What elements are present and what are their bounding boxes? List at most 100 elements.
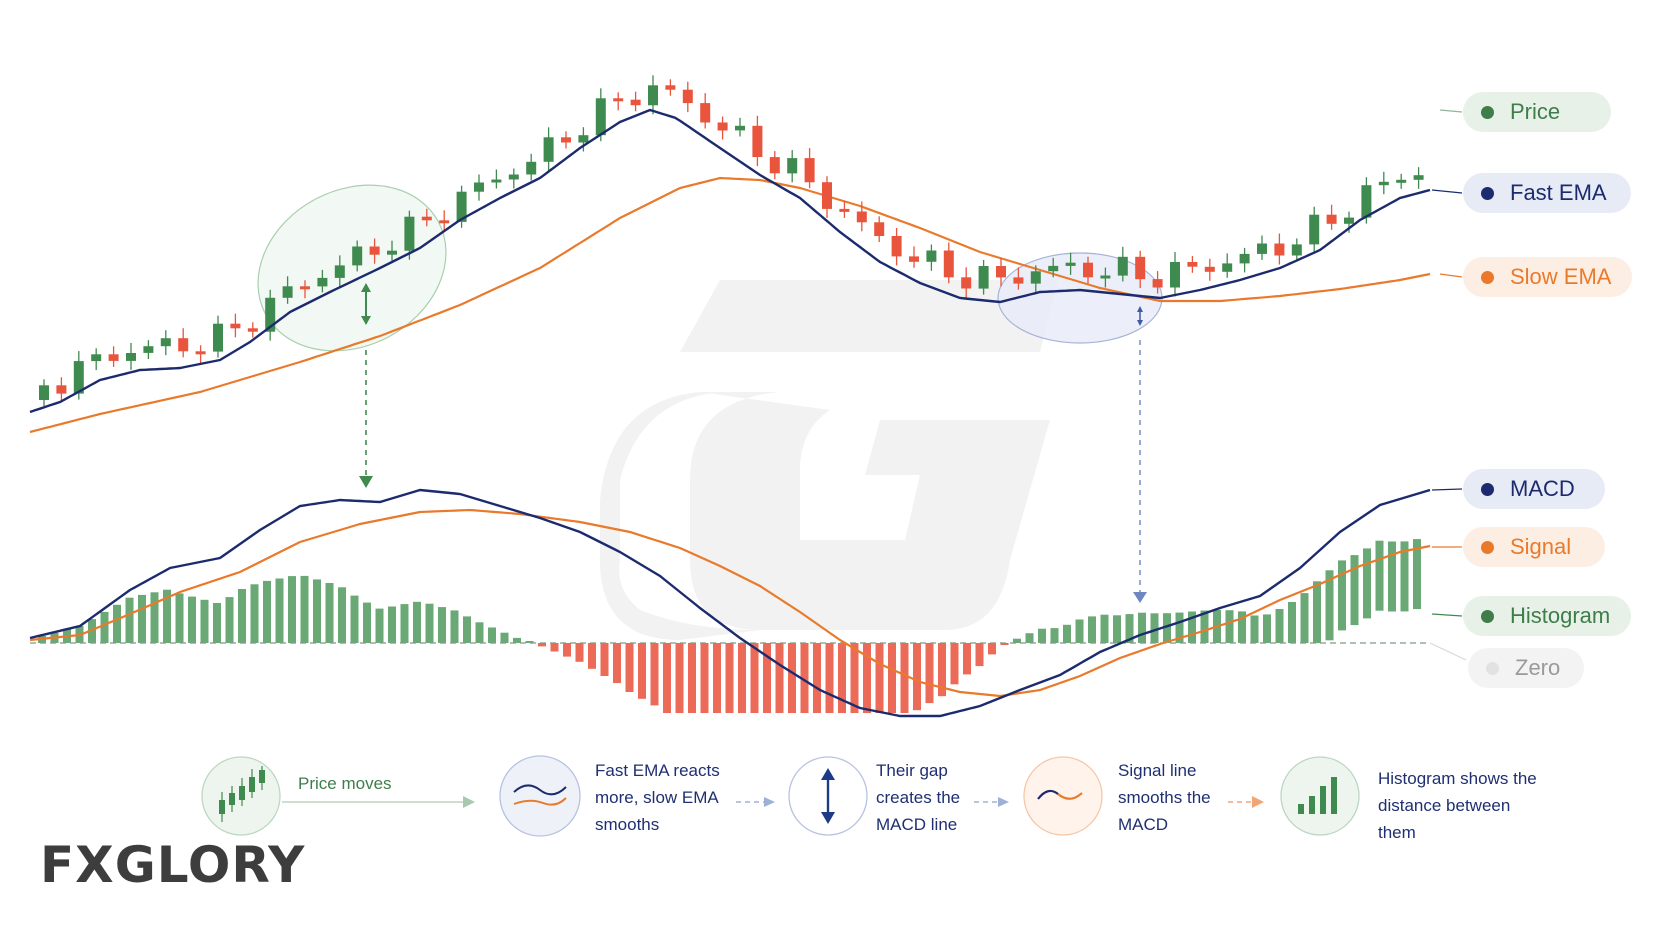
candle-body [387, 250, 397, 255]
histogram-bar [813, 643, 821, 713]
histogram-bar [313, 579, 321, 643]
candle-body [282, 286, 293, 298]
histogram-bar [1375, 540, 1384, 611]
step-4 [1023, 756, 1264, 836]
histogram-bar [375, 608, 384, 643]
histogram-bar [1063, 624, 1071, 643]
candle-body [717, 122, 728, 131]
macd-histogram [38, 539, 1421, 713]
candle-body [1361, 185, 1372, 218]
histogram-bar [275, 578, 284, 643]
histogram-bar [125, 597, 134, 643]
histogram-bar [1275, 609, 1284, 643]
histogram-bar [1100, 614, 1109, 643]
histogram-bar [913, 643, 921, 711]
candle-body [804, 158, 815, 183]
histogram-bar [450, 610, 459, 643]
candle-body [943, 250, 954, 278]
histogram-bar [1288, 602, 1296, 643]
candle-body [595, 98, 606, 136]
candle-body [439, 220, 450, 224]
candle-body [926, 250, 937, 262]
candle-body [1030, 271, 1041, 284]
histogram-bar [1038, 628, 1046, 643]
candle-body [1100, 275, 1111, 279]
histogram-bar [1250, 615, 1259, 643]
candle-body [1222, 263, 1233, 272]
histogram-bar [1350, 555, 1359, 626]
histogram-bar [800, 643, 809, 713]
candle-body [404, 216, 415, 251]
histogram-bar [1238, 611, 1246, 643]
wave-line-icon-circle [1023, 756, 1103, 836]
histogram-bar [1150, 613, 1159, 643]
histogram-bar [713, 643, 721, 713]
histogram-dot-icon [1481, 609, 1494, 623]
price-candlesticks [39, 75, 1424, 406]
candle-body [352, 246, 363, 266]
candle-body [874, 222, 885, 236]
histogram-bar [788, 643, 796, 713]
histogram-bar [613, 643, 621, 684]
histogram-bar [1363, 548, 1371, 619]
histogram-bar [638, 643, 646, 699]
histogram-bar [1300, 593, 1309, 643]
histogram-bar [575, 643, 584, 662]
histogram-bar [688, 643, 696, 713]
histogram-bar [400, 604, 409, 643]
histogram-bar [825, 643, 834, 713]
candle-body [1396, 179, 1407, 183]
candle-body [1204, 266, 1215, 272]
ema-lines-icon-circle [499, 755, 581, 837]
histogram-bar [563, 643, 571, 657]
step-5-text: Histogram shows the distance between the… [1378, 769, 1537, 842]
candle-body [1239, 253, 1250, 264]
candle-body [682, 89, 693, 104]
histogram-bar [1113, 615, 1121, 643]
histogram-bar [138, 594, 146, 643]
histogram-bar [863, 643, 871, 713]
histogram-bar [475, 622, 484, 643]
histogram-bar [1263, 614, 1271, 643]
histogram-bar [388, 606, 396, 643]
step-2 [499, 755, 775, 837]
histogram-bar [763, 643, 771, 713]
histogram-bar [850, 643, 859, 713]
candle-body [630, 99, 641, 106]
legend-connectors [1429, 109, 1467, 661]
histogram-bar [775, 643, 784, 713]
histogram-bar [438, 607, 446, 643]
candle-body [1083, 262, 1093, 278]
candle-body [300, 286, 310, 290]
candle-body [613, 98, 624, 102]
histogram-bar [1188, 611, 1196, 643]
histogram-bar [938, 643, 946, 697]
candle-body [665, 85, 676, 90]
histogram-bar [1075, 619, 1084, 643]
bar-chart-icon [1298, 777, 1337, 814]
slow-ema-dot-icon [1481, 270, 1494, 284]
histogram-bar [900, 643, 909, 713]
histogram-bar [213, 603, 221, 643]
candle-body [230, 323, 241, 329]
ema-lines-icon [513, 784, 567, 806]
candle-body [1135, 256, 1146, 280]
candle-body [1048, 265, 1059, 272]
histogram-bar [363, 602, 371, 643]
candle-body [474, 182, 484, 192]
candle-body [1413, 175, 1424, 180]
histogram-bar [1000, 643, 1009, 645]
candle-body [1344, 217, 1354, 224]
candle-body [769, 157, 780, 174]
candle-body [909, 256, 919, 262]
histogram-bar [963, 643, 971, 675]
histogram-bar [200, 599, 209, 643]
histogram-bar [1338, 560, 1346, 631]
candle-body [334, 265, 345, 278]
histogram-bar [625, 643, 634, 692]
wave-line-icon [1037, 789, 1083, 800]
histogram-bar [663, 643, 671, 713]
histogram-bar [225, 597, 234, 643]
histogram-bar [725, 643, 734, 713]
